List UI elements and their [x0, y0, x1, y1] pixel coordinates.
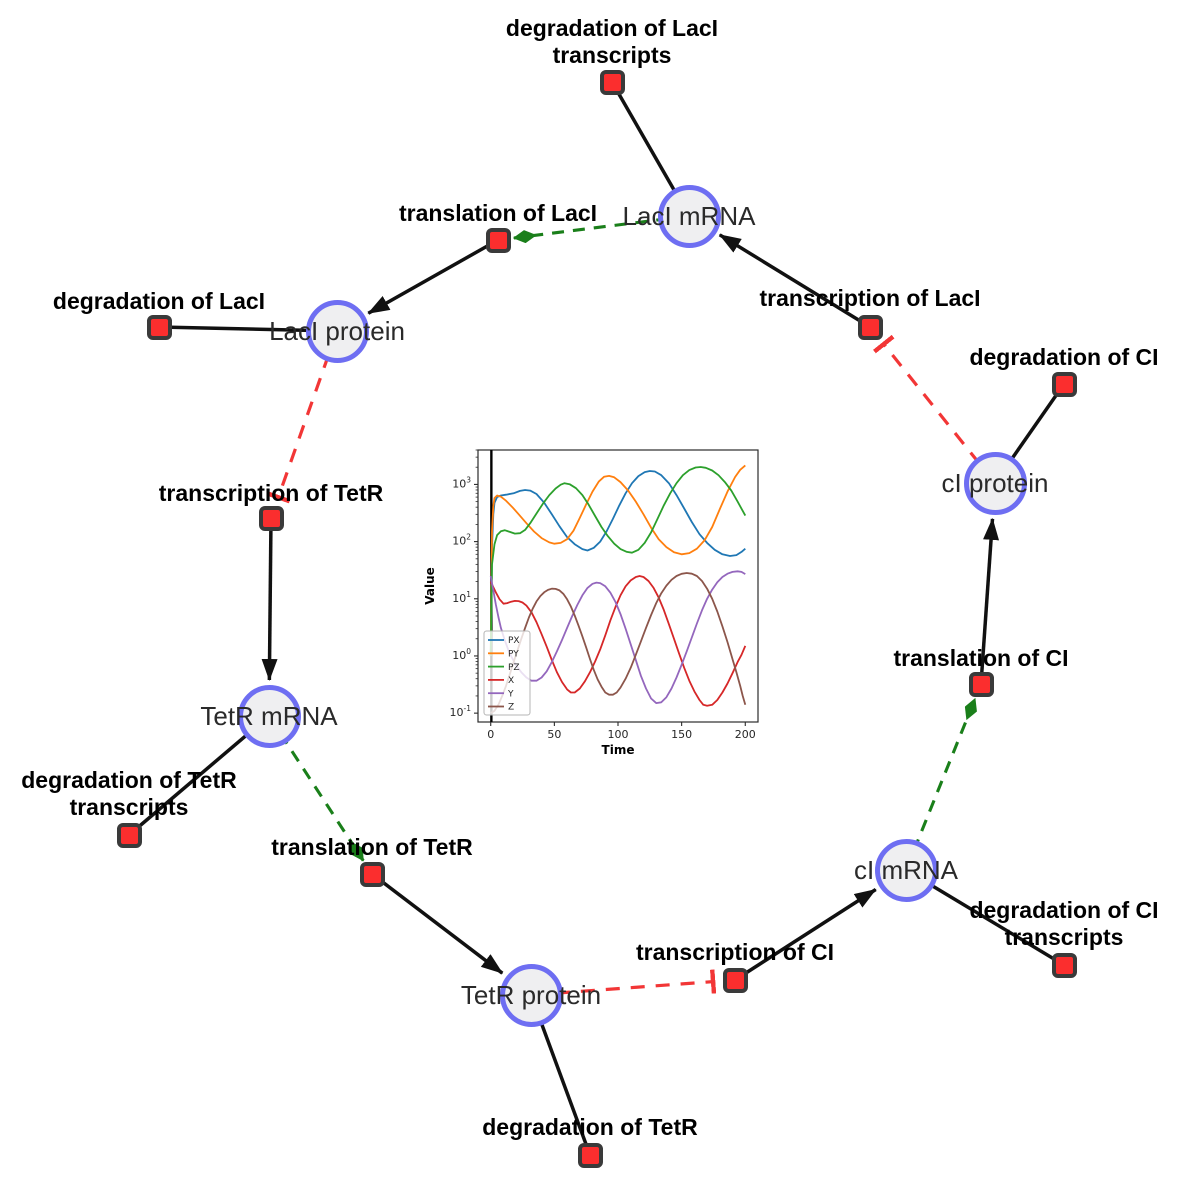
reaction-node-deg-tetr-tx: [116, 822, 142, 848]
reaction-node-deg-laci: [146, 314, 172, 340]
species-node-tetr-mrna: [237, 684, 301, 748]
x-tick-label: 200: [735, 728, 756, 741]
reaction-node-deg-ci: [1051, 371, 1077, 397]
legend-label-PX: PX: [508, 636, 520, 646]
y-tick-label: 100: [452, 647, 471, 662]
species-label-tetr-protein: TetR protein: [460, 980, 602, 1010]
reaction-label-txn-tetr: transcription of TetR: [158, 479, 384, 506]
reaction-node-txn-tetr: [258, 505, 284, 531]
reaction-label-deg-ci: degradation of CI: [969, 343, 1159, 370]
y-tick-label: 10-1: [450, 704, 472, 719]
reaction-label-deg-laci-tx: degradation of LacI transcripts: [505, 15, 719, 68]
reaction-label-deg-ci-tx: degradation of CI transcripts: [969, 897, 1159, 950]
reaction-label-txn-laci: transcription of LacI: [759, 284, 981, 311]
reaction-label-transl-ci: translation of CI: [893, 644, 1069, 671]
reaction-node-transl-laci: [485, 227, 511, 253]
legend-label-PZ: PZ: [508, 663, 520, 673]
x-tick-label: 50: [547, 728, 561, 741]
reaction-node-deg-ci-tx: [1051, 952, 1077, 978]
reaction-node-deg-tetr: [577, 1142, 603, 1168]
legend-label-PY: PY: [508, 650, 519, 660]
reaction-node-txn-ci: [722, 967, 748, 993]
edge-product-txn-ci-ci-mrna: [734, 888, 877, 982]
inset-chart: 0 50 100 150 200 10-1 100 101 102 103 Time Value PX P…: [423, 449, 759, 757]
reaction-label-transl-laci: translation of LacI: [398, 199, 598, 226]
edge-product-transl-ci-ci-protein: [979, 517, 1000, 685]
edge-product-txn-laci-laci-mrna: [718, 233, 871, 329]
species-label-laci-mrna: LacI mRNA: [622, 201, 756, 231]
reaction-label-deg-tetr-tx: degradation of TetR transcripts: [21, 767, 237, 820]
legend-label-Z: Z: [508, 703, 514, 713]
y-tick-label: 102: [452, 533, 471, 548]
chart-series-PX: [489, 470, 746, 657]
chart-series-PY: [489, 464, 746, 657]
chart-ylabel: Value: [423, 567, 437, 605]
species-node-ci-protein: [963, 451, 1027, 515]
y-tick-label: 103: [452, 475, 471, 490]
species-node-tetr-protein: [499, 963, 563, 1027]
species-label-ci-mrna: cI mRNA: [854, 855, 958, 885]
reaction-node-txn-laci: [857, 314, 883, 340]
chart-series-X: [489, 575, 747, 707]
chart-series-PZ: [489, 466, 747, 657]
reaction-node-deg-laci-tx: [599, 69, 625, 95]
y-tick-label: 101: [452, 590, 471, 605]
chart-xlabel: Time: [602, 743, 635, 757]
chart-series-Z: [490, 572, 747, 714]
edge-product-transl-tetr-tetr-protein: [370, 872, 504, 975]
legend-label-X: X: [508, 676, 514, 686]
reaction-label-transl-tetr: translation of TetR: [271, 833, 473, 860]
reaction-label-deg-tetr: degradation of TetR: [482, 1113, 698, 1140]
species-label-ci-protein: cI protein: [941, 468, 1049, 498]
species-node-laci-protein: [305, 299, 369, 363]
reaction-label-deg-laci: degradation of LacI: [52, 287, 266, 314]
reaction-node-transl-tetr: [359, 861, 385, 887]
species-node-laci-mrna: [657, 184, 721, 248]
species-node-ci-mrna: [874, 838, 938, 902]
legend-label-Y: Y: [507, 689, 514, 699]
chart-legend-box: [483, 630, 531, 716]
x-tick-label: 0: [487, 728, 494, 741]
species-label-tetr-mrna: TetR mRNA: [200, 701, 338, 731]
reaction-node-transl-ci: [968, 671, 994, 697]
x-tick-label: 150: [671, 728, 692, 741]
edge-product-txn-tetr-tetr-mrna: [261, 517, 278, 682]
x-tick-label: 100: [608, 728, 629, 741]
edge-product-transl-laci-laci-protein: [367, 238, 499, 315]
species-label-laci-protein: LacI protein: [269, 316, 405, 346]
reaction-label-txn-ci: transcription of CI: [635, 938, 835, 965]
